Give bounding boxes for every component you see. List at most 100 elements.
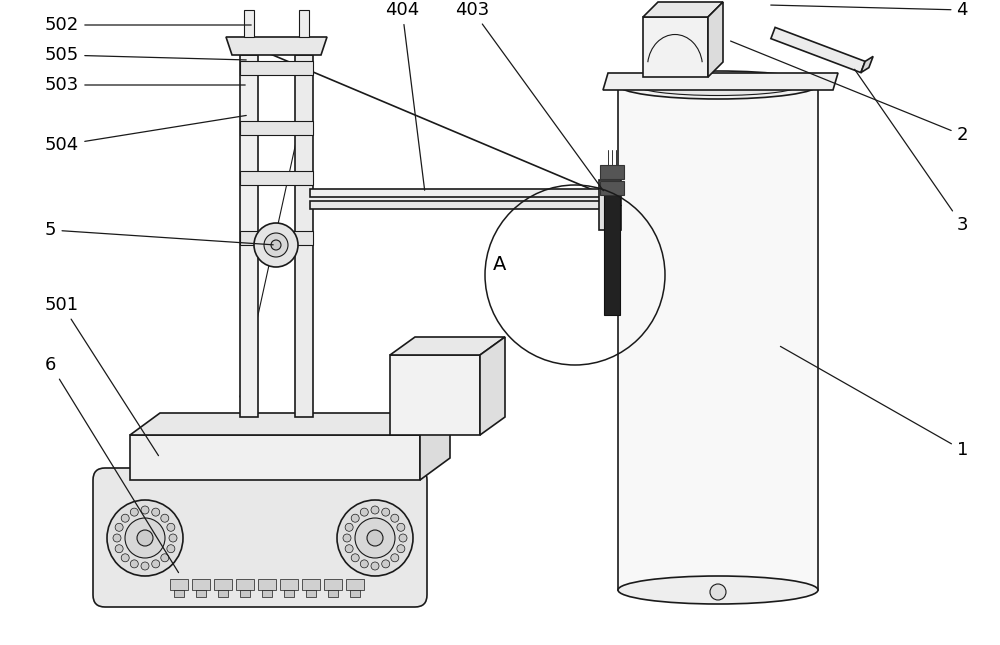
Polygon shape bbox=[618, 85, 818, 590]
Polygon shape bbox=[170, 579, 188, 590]
Circle shape bbox=[167, 545, 175, 553]
Polygon shape bbox=[346, 579, 364, 590]
Circle shape bbox=[345, 545, 353, 553]
Polygon shape bbox=[130, 435, 420, 480]
Polygon shape bbox=[284, 590, 294, 597]
Circle shape bbox=[371, 506, 379, 514]
Circle shape bbox=[391, 554, 399, 562]
Polygon shape bbox=[310, 201, 610, 209]
Text: A: A bbox=[493, 255, 507, 275]
Polygon shape bbox=[174, 590, 184, 597]
Polygon shape bbox=[262, 590, 272, 597]
Circle shape bbox=[254, 223, 298, 267]
Text: 2: 2 bbox=[731, 41, 968, 144]
Polygon shape bbox=[236, 579, 254, 590]
Circle shape bbox=[264, 233, 288, 257]
Circle shape bbox=[397, 545, 405, 553]
Circle shape bbox=[125, 518, 165, 558]
Polygon shape bbox=[603, 73, 838, 90]
Circle shape bbox=[152, 508, 160, 516]
Polygon shape bbox=[600, 165, 624, 179]
Text: 404: 404 bbox=[385, 1, 425, 190]
Polygon shape bbox=[604, 195, 620, 315]
Circle shape bbox=[167, 523, 175, 531]
Circle shape bbox=[367, 530, 383, 546]
Circle shape bbox=[121, 514, 129, 522]
Circle shape bbox=[345, 523, 353, 531]
Polygon shape bbox=[599, 180, 621, 230]
Polygon shape bbox=[420, 413, 450, 480]
Polygon shape bbox=[771, 27, 865, 73]
Polygon shape bbox=[600, 181, 624, 195]
Polygon shape bbox=[218, 590, 228, 597]
Circle shape bbox=[161, 554, 169, 562]
Circle shape bbox=[382, 560, 390, 568]
Polygon shape bbox=[390, 355, 480, 435]
Polygon shape bbox=[328, 590, 338, 597]
Polygon shape bbox=[310, 189, 610, 197]
Circle shape bbox=[137, 530, 153, 546]
Polygon shape bbox=[302, 579, 320, 590]
Polygon shape bbox=[240, 61, 313, 75]
Circle shape bbox=[397, 523, 405, 531]
Polygon shape bbox=[258, 579, 276, 590]
Circle shape bbox=[152, 560, 160, 568]
Circle shape bbox=[360, 508, 368, 516]
Circle shape bbox=[360, 560, 368, 568]
Circle shape bbox=[343, 534, 351, 542]
Polygon shape bbox=[295, 55, 313, 417]
Circle shape bbox=[141, 562, 149, 570]
Polygon shape bbox=[240, 121, 313, 135]
Polygon shape bbox=[240, 231, 313, 245]
Polygon shape bbox=[861, 56, 873, 73]
Polygon shape bbox=[244, 10, 254, 37]
Circle shape bbox=[337, 500, 413, 576]
Polygon shape bbox=[643, 17, 708, 77]
Text: 6: 6 bbox=[45, 356, 179, 573]
Text: 501: 501 bbox=[45, 296, 159, 455]
Polygon shape bbox=[306, 590, 316, 597]
Circle shape bbox=[130, 508, 138, 516]
Ellipse shape bbox=[618, 576, 818, 604]
Circle shape bbox=[115, 523, 123, 531]
Circle shape bbox=[391, 514, 399, 522]
Circle shape bbox=[399, 534, 407, 542]
Polygon shape bbox=[350, 590, 360, 597]
Circle shape bbox=[371, 562, 379, 570]
Circle shape bbox=[130, 560, 138, 568]
Circle shape bbox=[107, 500, 183, 576]
Polygon shape bbox=[130, 413, 450, 435]
Ellipse shape bbox=[636, 75, 800, 95]
Text: 505: 505 bbox=[45, 46, 246, 64]
Polygon shape bbox=[299, 10, 309, 37]
Circle shape bbox=[351, 554, 359, 562]
Polygon shape bbox=[280, 579, 298, 590]
Polygon shape bbox=[310, 197, 610, 201]
Text: 502: 502 bbox=[45, 16, 251, 34]
Circle shape bbox=[351, 514, 359, 522]
Circle shape bbox=[161, 514, 169, 522]
Circle shape bbox=[169, 534, 177, 542]
Polygon shape bbox=[708, 2, 723, 77]
Polygon shape bbox=[226, 37, 327, 55]
Circle shape bbox=[710, 584, 726, 600]
Circle shape bbox=[115, 545, 123, 553]
Text: 504: 504 bbox=[45, 115, 246, 154]
Polygon shape bbox=[240, 55, 258, 417]
Circle shape bbox=[113, 534, 121, 542]
Circle shape bbox=[271, 240, 281, 250]
Circle shape bbox=[121, 554, 129, 562]
Circle shape bbox=[141, 506, 149, 514]
Text: 503: 503 bbox=[45, 76, 245, 94]
Polygon shape bbox=[214, 579, 232, 590]
Polygon shape bbox=[192, 579, 210, 590]
Polygon shape bbox=[240, 590, 250, 597]
Polygon shape bbox=[324, 579, 342, 590]
Ellipse shape bbox=[618, 71, 818, 99]
Polygon shape bbox=[643, 2, 723, 17]
Circle shape bbox=[355, 518, 395, 558]
FancyBboxPatch shape bbox=[93, 468, 427, 607]
Text: 5: 5 bbox=[45, 221, 273, 245]
Circle shape bbox=[382, 508, 390, 516]
Polygon shape bbox=[196, 590, 206, 597]
